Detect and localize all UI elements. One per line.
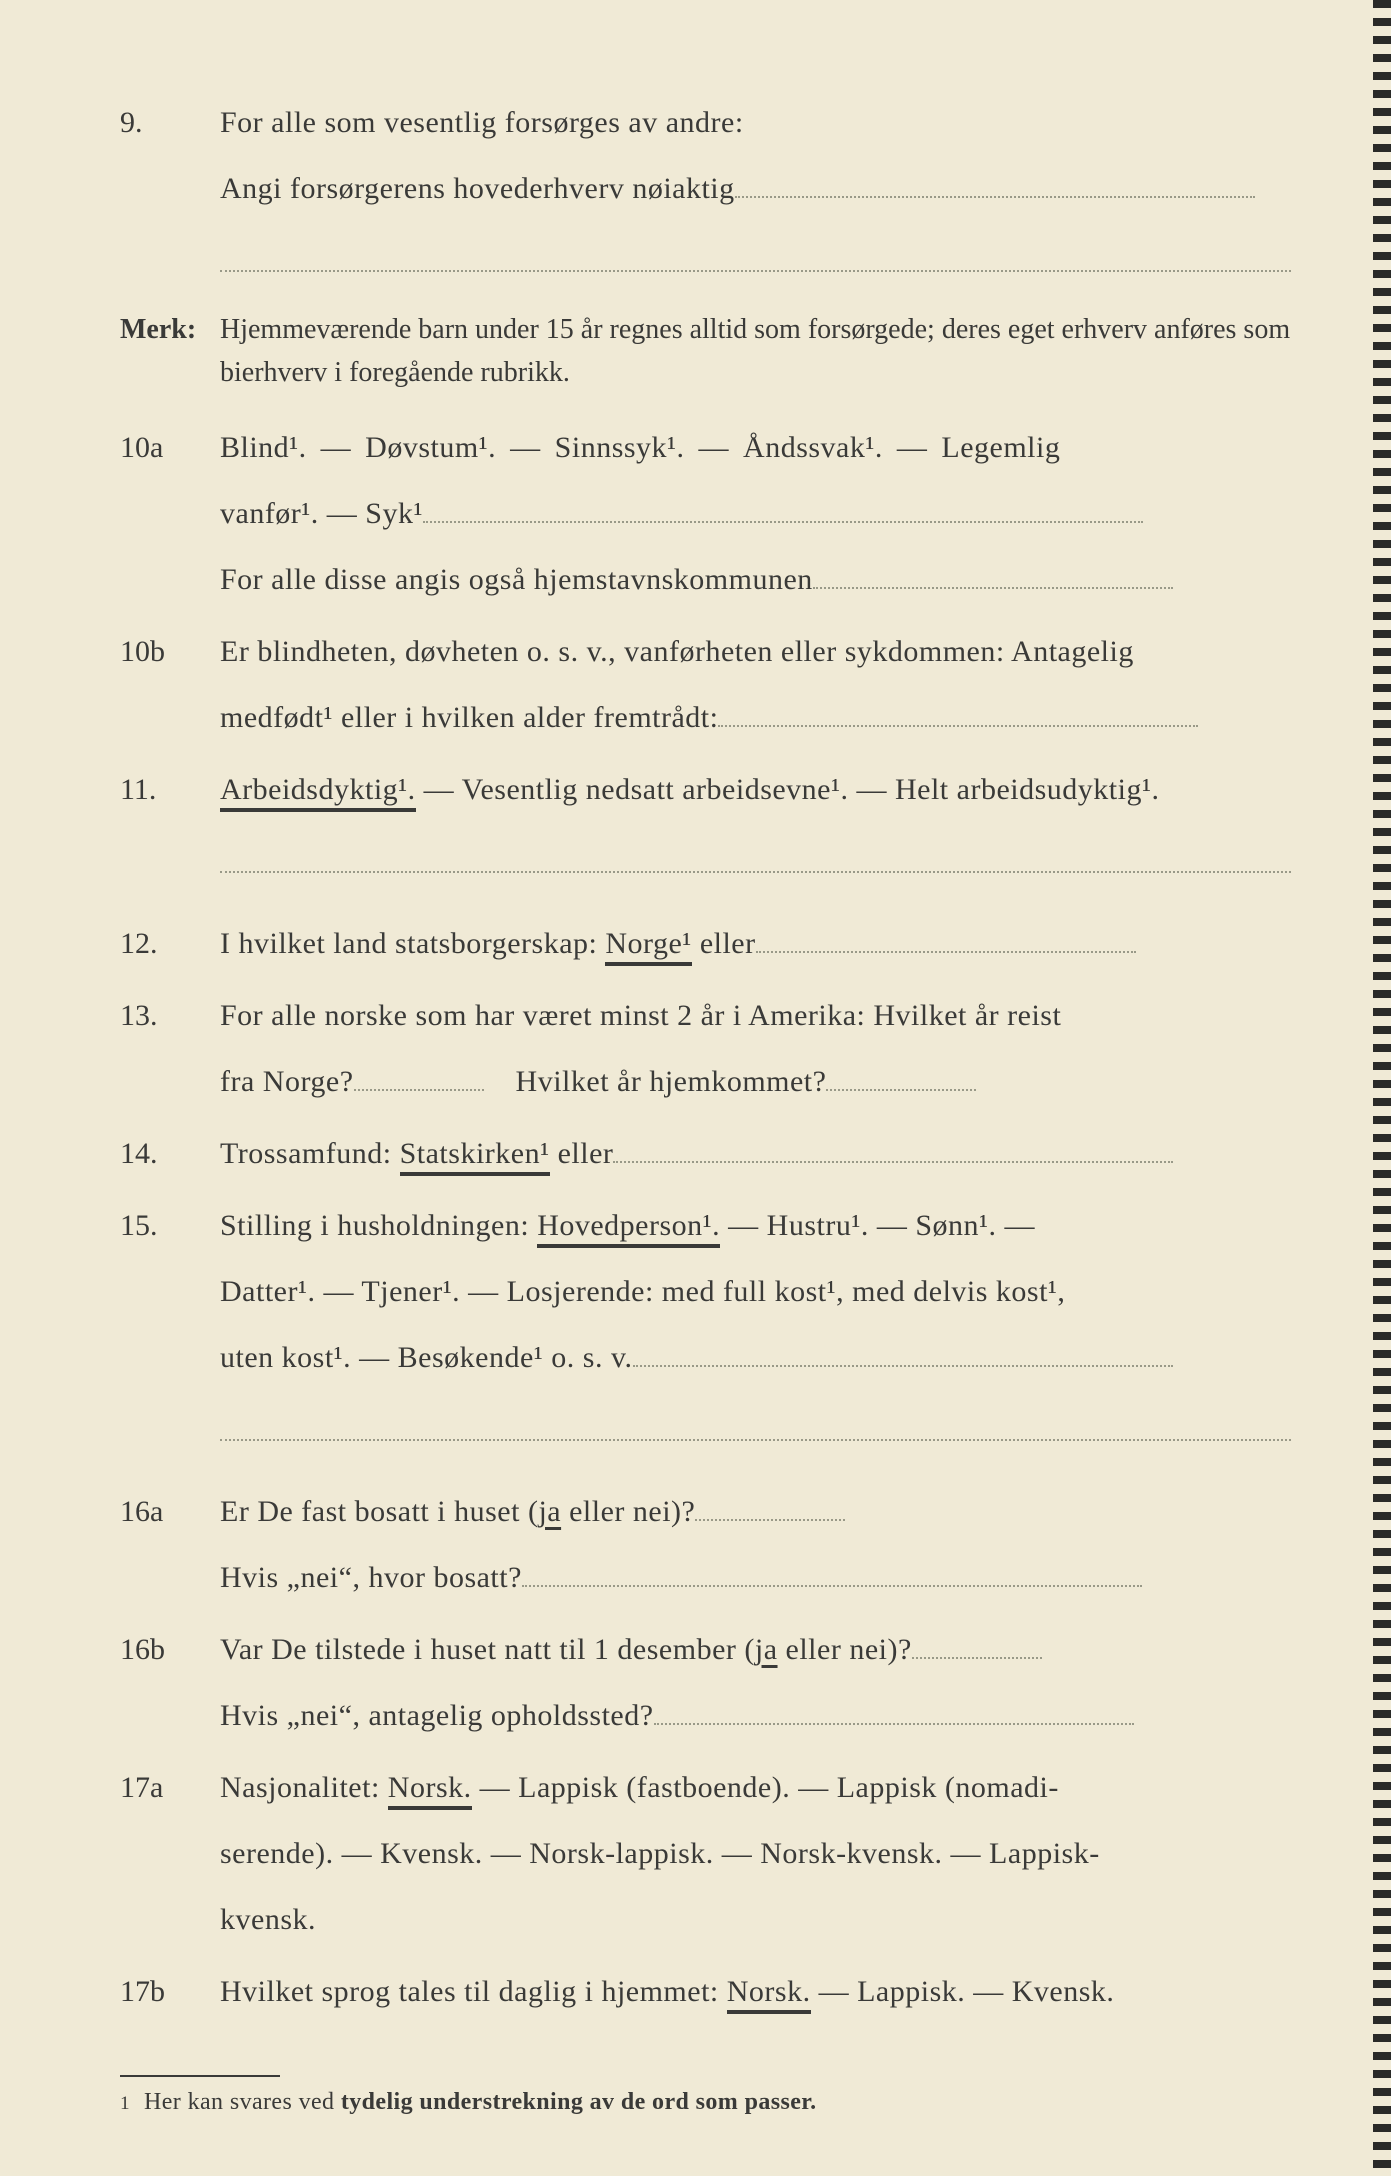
q17a-line3: kvensk. — [220, 1887, 1291, 1953]
q17a-underlined: Norsk. — [388, 1771, 472, 1810]
question-17b: 17b Hvilket sprog tales til daglig i hje… — [120, 1959, 1291, 2025]
q17a-line1: Nasjonalitet: Norsk. — Lappisk (fastboen… — [220, 1755, 1291, 1821]
q15-line2: Datter¹. — Tjener¹. — Losjerende: med fu… — [220, 1259, 1291, 1325]
q10a-line1: Blind¹. — Døvstum¹. — Sinnssyk¹. — Åndss… — [220, 415, 1291, 481]
question-11: 11. Arbeidsdyktig¹. — Vesentlig nedsatt … — [120, 757, 1291, 891]
q13-number: 13. — [120, 983, 220, 1115]
merk-text: Hjemmeværende barn under 15 år regnes al… — [220, 308, 1291, 395]
q10a-line3: For alle disse angis også hjemstavnskomm… — [220, 547, 1291, 613]
q16b-ja-underlined: ja — [755, 1633, 778, 1666]
q16a-line2: Hvis „nei“, hvor bosatt? — [220, 1545, 1291, 1611]
question-12: 12. I hvilket land statsborgerskap: Norg… — [120, 911, 1291, 977]
q15-blank-line — [220, 1405, 1291, 1441]
q16a-number: 16a — [120, 1479, 220, 1611]
q12-number: 12. — [120, 911, 220, 977]
q10b-line2: medfødt¹ eller i hvilken alder fremtrådt… — [220, 685, 1291, 751]
q9-number: 9. — [120, 90, 220, 290]
question-15: 15. Stilling i husholdningen: Hovedperso… — [120, 1193, 1291, 1459]
question-17a: 17a Nasjonalitet: Norsk. — Lappisk (fast… — [120, 1755, 1291, 1953]
q13-line2: fra Norge? Hvilket år hjemkommet? — [220, 1049, 1291, 1115]
question-10b: 10b Er blindheten, døvheten o. s. v., va… — [120, 619, 1291, 751]
merk-label: Merk: — [120, 308, 220, 395]
q13-line1: For alle norske som har været minst 2 år… — [220, 983, 1291, 1049]
q16a-ja-underlined: ja — [538, 1495, 561, 1528]
footnote: 1Her kan svares ved tydelig understrekni… — [120, 2089, 1291, 2116]
q9-line1: For alle som vesentlig forsørges av andr… — [220, 90, 1291, 156]
q11-blank-line — [220, 837, 1291, 873]
q10b-line1: Er blindheten, døvheten o. s. v., vanfør… — [220, 619, 1291, 685]
q11-underlined: Arbeidsdyktig¹. — [220, 773, 416, 812]
q16b-number: 16b — [120, 1617, 220, 1749]
note-merk: Merk: Hjemmeværende barn under 15 år reg… — [120, 308, 1291, 395]
question-16b: 16b Var De tilstede i huset natt til 1 d… — [120, 1617, 1291, 1749]
q15-underlined: Hovedperson¹. — [537, 1209, 720, 1248]
q14-line: Trossamfund: Statskirken¹ eller — [220, 1121, 1291, 1187]
question-14: 14. Trossamfund: Statskirken¹ eller — [120, 1121, 1291, 1187]
census-form-page: 9. For alle som vesentlig forsørges av a… — [0, 0, 1391, 2176]
q14-number: 14. — [120, 1121, 220, 1187]
question-9: 9. For alle som vesentlig forsørges av a… — [120, 90, 1291, 290]
q16b-line1: Var De tilstede i huset natt til 1 desem… — [220, 1617, 1291, 1683]
q10a-number: 10a — [120, 415, 220, 613]
q17a-number: 17a — [120, 1755, 220, 1953]
q10a-line2: vanfør¹. — Syk¹ — [220, 481, 1291, 547]
q17b-line: Hvilket sprog tales til daglig i hjemmet… — [220, 1959, 1291, 2025]
q9-line2: Angi forsørgerens hovederhverv nøiaktig — [220, 156, 1291, 222]
q15-line3: uten kost¹. — Besøkende¹ o. s. v. — [220, 1325, 1291, 1391]
q15-number: 15. — [120, 1193, 220, 1459]
q9-blank-line — [220, 236, 1291, 272]
q16a-line1: Er De fast bosatt i huset (ja eller nei)… — [220, 1479, 1291, 1545]
q16b-line2: Hvis „nei“, antagelig opholdssted? — [220, 1683, 1291, 1749]
q17b-number: 17b — [120, 1959, 220, 2025]
q15-line1: Stilling i husholdningen: Hovedperson¹. … — [220, 1193, 1291, 1259]
q11-line: Arbeidsdyktig¹. — Vesentlig nedsatt arbe… — [220, 757, 1291, 823]
footnote-rule — [120, 2075, 280, 2077]
question-16a: 16a Er De fast bosatt i huset (ja eller … — [120, 1479, 1291, 1611]
q12-line: I hvilket land statsborgerskap: Norge¹ e… — [220, 911, 1291, 977]
q10b-number: 10b — [120, 619, 220, 751]
q12-underlined: Norge¹ — [605, 927, 691, 966]
q14-underlined: Statskirken¹ — [400, 1137, 550, 1176]
question-10a: 10a Blind¹. — Døvstum¹. — Sinnssyk¹. — Å… — [120, 415, 1291, 613]
q17b-underlined: Norsk. — [727, 1975, 811, 2014]
q11-number: 11. — [120, 757, 220, 891]
q17a-line2: serende). — Kvensk. — Norsk-lappisk. — N… — [220, 1821, 1291, 1887]
question-13: 13. For alle norske som har været minst … — [120, 983, 1291, 1115]
